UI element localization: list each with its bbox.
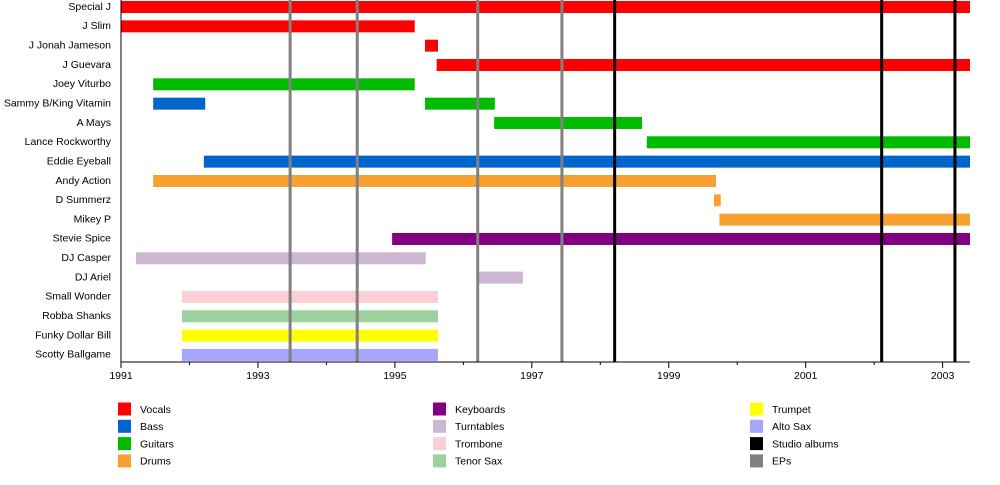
member-bar xyxy=(181,329,439,342)
legend-label: Studio albums xyxy=(772,438,839,450)
member-bar xyxy=(181,310,439,323)
legend-swatch xyxy=(118,454,131,468)
member-bar xyxy=(121,20,415,33)
member-bar xyxy=(392,232,970,245)
member-bar xyxy=(181,348,439,361)
member-label: Eddie Eyeball xyxy=(47,155,111,167)
legend-swatch xyxy=(118,402,131,416)
member-label: Mikey P xyxy=(74,213,111,225)
x-tick-label: 1997 xyxy=(520,370,544,382)
member-label: DJ Casper xyxy=(61,252,111,264)
member-label: Sammy B/King Vitamin xyxy=(4,97,111,109)
legend-swatch xyxy=(433,419,446,433)
member-bar xyxy=(424,97,495,110)
legend-label: Alto Sax xyxy=(772,421,812,433)
legend-label: Trumpet xyxy=(772,404,811,416)
x-tick-label: 1995 xyxy=(383,370,407,382)
member-label: Special J xyxy=(68,1,111,13)
member-label: J Slim xyxy=(82,20,111,32)
member-label: Lance Rockworthy xyxy=(25,136,112,148)
member-bar xyxy=(494,116,643,129)
member-label: Joey Viturbo xyxy=(53,78,111,90)
legend-swatch xyxy=(433,454,446,468)
legend-label: Drums xyxy=(140,456,171,468)
legend-label: EPs xyxy=(772,456,791,468)
member-bar xyxy=(121,1,970,13)
legend-label: Vocals xyxy=(140,404,171,416)
member-label: Small Wonder xyxy=(45,291,111,303)
legend-swatch xyxy=(750,454,763,468)
x-tick-label: 1993 xyxy=(246,370,270,382)
legend-label: Bass xyxy=(140,421,163,433)
legend-swatch xyxy=(118,419,131,433)
legend-label: Trombone xyxy=(455,438,503,450)
member-label: Robba Shanks xyxy=(42,310,111,322)
member-label: A Mays xyxy=(77,117,111,129)
legend-label: Guitars xyxy=(140,438,174,450)
member-label: J Guevara xyxy=(63,59,112,71)
member-label: DJ Ariel xyxy=(75,271,111,283)
member-label: D Summerz xyxy=(56,194,111,206)
member-label: Stevie Spice xyxy=(53,233,112,245)
member-bar xyxy=(713,194,721,207)
x-tick-label: 2003 xyxy=(931,370,955,382)
legend-swatch xyxy=(433,437,446,451)
member-label: Andy Action xyxy=(56,175,112,187)
member-bar xyxy=(719,213,970,226)
member-bar xyxy=(646,136,970,149)
member-bar xyxy=(424,39,439,52)
legend-label: Keyboards xyxy=(455,404,505,416)
member-bar xyxy=(477,271,523,284)
member-label: Scotty Ballgame xyxy=(35,349,111,361)
member-bar xyxy=(153,97,206,110)
legend-label: Turntables xyxy=(455,421,504,433)
member-bar xyxy=(153,174,716,187)
member-label: J Jonah Jameson xyxy=(29,39,111,51)
member-bar xyxy=(181,290,439,303)
member-label: Funky Dollar Bill xyxy=(35,329,111,341)
legend-swatch xyxy=(433,402,446,416)
x-tick-label: 2001 xyxy=(794,370,818,382)
member-bar xyxy=(136,252,426,265)
x-tick-label: 1991 xyxy=(109,370,133,382)
legend-label: Tenor Sax xyxy=(455,456,503,468)
legend-swatch xyxy=(750,419,763,433)
x-tick-label: 1999 xyxy=(657,370,681,382)
legend-swatch xyxy=(750,402,763,416)
legend-swatch xyxy=(118,437,131,451)
member-bar xyxy=(436,58,970,71)
member-bar xyxy=(203,155,971,168)
legend-swatch xyxy=(750,437,763,451)
member-bar xyxy=(153,78,415,91)
